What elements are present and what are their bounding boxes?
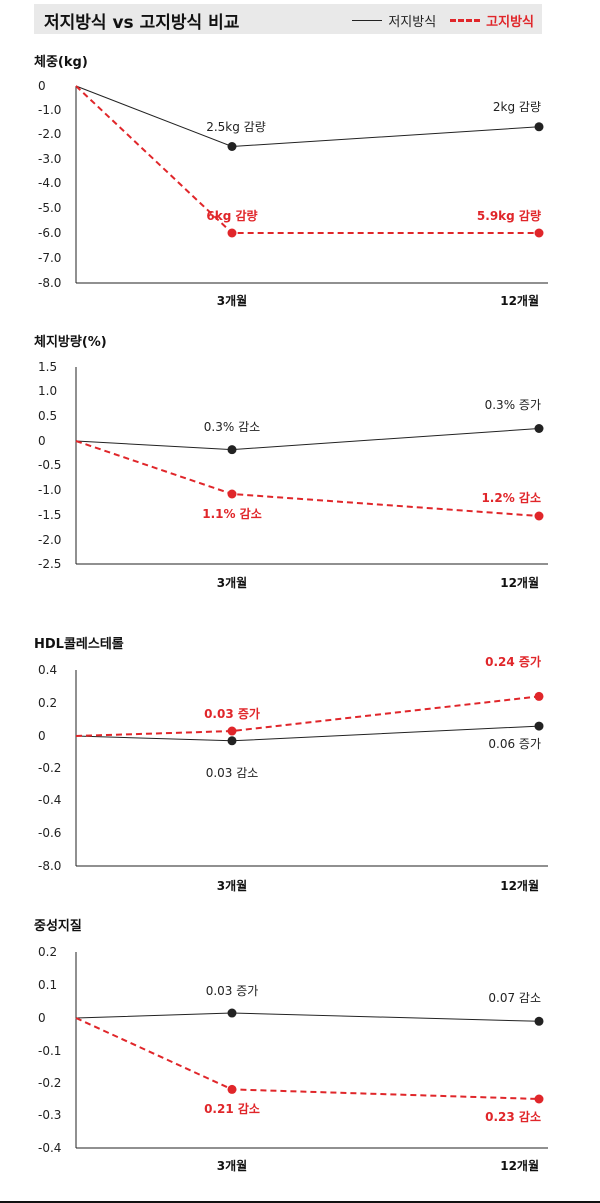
data-point-high [227,228,237,238]
data-point-high [227,726,237,736]
y-tick-label: -0.4 [38,793,61,807]
data-point-low [534,721,544,731]
x-tick-label: 12개월 [500,1158,539,1173]
series-line-low [75,85,540,148]
x-tick-label: 3개월 [217,575,247,590]
data-point-low [534,1016,544,1026]
y-tick-label: -8.0 [38,276,61,290]
y-tick-label: -1.5 [38,508,61,522]
series-line-high [75,440,540,517]
data-label-high: 5.9kg 감량 [477,208,541,223]
data-point-low [227,1008,237,1018]
y-tick-label: -2.0 [38,533,61,547]
y-tick-label: -7.0 [38,251,61,265]
chart-header: 저지방식 vs 고지방식 비교 저지방식 고지방식 [34,4,542,34]
legend-swatch-high [450,18,481,22]
x-tick-label: 12개월 [500,575,539,590]
bottom-rule [0,1201,600,1203]
data-label-low: 0.3% 증가 [485,398,541,412]
chart-title-3: HDL콜레스테롤 [34,637,124,652]
chart-title-1: 체중(kg) [34,55,88,70]
y-tick-label: 0 [38,434,46,448]
y-tick-label: -0.1 [38,1044,61,1058]
y-tick-label: 0 [38,729,46,743]
y-tick-label: 0.4 [38,663,57,677]
data-point-low [534,122,544,132]
x-tick-label: 3개월 [217,878,247,893]
y-tick-label: 0.5 [38,409,57,423]
data-label-high: 0.21 감소 [204,1101,260,1116]
y-tick-label: -1.0 [38,103,61,117]
x-tick-label: 12개월 [500,293,539,308]
y-tick-label: 0.2 [38,696,57,710]
y-tick-label: -3.0 [38,152,61,166]
chart-title-2: 체지방량(%) [34,334,107,350]
y-tick-label: -1.0 [38,483,61,497]
y-tick-label: 0.2 [38,945,57,959]
series-line-low [75,1012,540,1022]
y-tick-label: -2.0 [38,127,61,141]
legend: 저지방식 고지방식 [352,12,534,30]
chart-title-4: 중성지질 [34,919,82,934]
y-tick-label: 1.5 [38,360,57,374]
y-tick-label: -4.0 [38,176,61,190]
data-point-high [534,228,544,238]
series-line-high [75,1017,540,1100]
data-label-low: 2.5kg 감량 [206,120,266,134]
data-label-high: 6kg 감량 [206,208,257,223]
y-tick-label: -0.2 [38,1076,61,1090]
x-tick-label: 12개월 [500,878,539,893]
x-tick-label: 3개월 [217,293,247,308]
y-tick-label: 1.0 [38,384,57,398]
y-tick-label: -6.0 [38,226,61,240]
y-tick-label: -5.0 [38,201,61,215]
series-line-high [75,85,539,234]
y-tick-label: -0.4 [38,1141,61,1155]
series-line-low [75,725,540,742]
y-tick-label: -0.6 [38,826,61,840]
series-line-low [75,428,540,451]
legend-label-low: 저지방식 [388,14,437,30]
data-label-high: 0.03 증가 [204,706,260,721]
data-label-low: 2kg 감량 [493,100,541,114]
data-point-low [227,142,237,151]
header-title: 저지방식 vs 고지방식 비교 [44,13,240,33]
data-label-high: 1.2% 감소 [481,490,541,505]
y-tick-label: -8.0 [38,859,61,873]
legend-swatch-low [352,19,383,21]
data-label-high: 0.24 증가 [485,654,541,669]
data-point-high [534,1094,544,1104]
data-point-low [227,736,237,746]
series-line-high [75,695,540,737]
y-tick-label: 0.1 [38,978,57,992]
data-label-high: 0.23 감소 [485,1109,541,1124]
data-label-high: 1.1% 감소 [202,506,262,521]
data-label-low: 0.07 감소 [488,991,541,1005]
data-label-low: 0.03 감소 [206,766,259,780]
data-point-low [227,445,237,455]
y-tick-label: -0.5 [38,458,61,472]
y-tick-label: 0 [38,79,46,93]
data-label-low: 0.06 증가 [488,737,541,751]
data-point-high [534,691,544,701]
y-tick-label: -0.2 [38,761,61,775]
data-label-low: 0.3% 감소 [204,420,260,434]
data-point-high [227,1084,237,1094]
y-tick-label: -2.5 [38,557,61,571]
legend-label-high: 고지방식 [486,14,534,30]
y-tick-label: -0.3 [38,1108,61,1122]
data-point-low [534,424,544,433]
data-label-low: 0.03 증가 [206,984,259,998]
y-tick-label: 0 [38,1011,46,1025]
data-point-high [227,489,237,499]
x-tick-label: 3개월 [217,1158,247,1173]
data-point-high [534,511,544,521]
